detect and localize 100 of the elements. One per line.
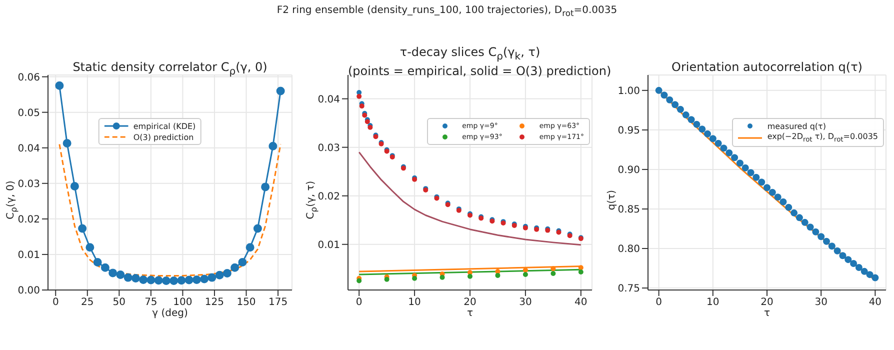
point: [682, 111, 690, 118]
point: [268, 142, 278, 150]
point: [688, 116, 695, 124]
point: [550, 271, 556, 276]
point: [839, 252, 846, 260]
point: [806, 224, 814, 231]
y-tick-label: 0.04: [318, 94, 340, 106]
point: [726, 149, 733, 156]
point: [731, 154, 738, 162]
point: [866, 271, 874, 278]
chart-title: Orientation autocorrelation q(τ): [670, 60, 864, 74]
x-tick-label: 0: [356, 297, 362, 308]
point: [78, 224, 87, 233]
x-axis-title: τ: [466, 308, 474, 319]
point: [764, 184, 770, 192]
point: [855, 264, 862, 271]
point: [785, 204, 792, 211]
point: [747, 169, 754, 176]
point: [578, 265, 584, 270]
x-tick-label: 175: [268, 297, 288, 308]
point: [672, 101, 679, 108]
y-tick-label: 0.03: [318, 142, 340, 154]
point: [655, 86, 662, 94]
point: [359, 104, 364, 109]
y-tick-label: 0.00: [18, 286, 40, 297]
point: [495, 272, 500, 278]
x-tick-label: 10: [706, 297, 720, 308]
point: [790, 209, 798, 216]
y-tick-label: 1.00: [618, 86, 640, 97]
point: [70, 182, 79, 190]
x-tick-label: 20: [464, 297, 476, 308]
y-tick-label: 0.02: [18, 214, 40, 226]
y-tick-label: 0.02: [318, 191, 340, 202]
x-tick-label: 50: [112, 297, 126, 308]
y-tick-label: 0.03: [18, 178, 40, 190]
point: [801, 218, 808, 226]
point: [693, 120, 700, 128]
y-tick-label: 0.05: [18, 108, 40, 119]
point: [850, 260, 858, 268]
point: [872, 274, 879, 282]
point: [62, 138, 72, 148]
point: [736, 160, 744, 167]
point: [676, 106, 684, 113]
point: [192, 275, 201, 284]
legend-label: O(3) prediction: [133, 132, 194, 142]
point: [177, 276, 186, 285]
point: [200, 274, 209, 284]
point: [162, 276, 170, 286]
y-tick-label: 0.75: [618, 284, 640, 295]
point: [261, 182, 270, 192]
point: [116, 270, 125, 279]
point: [752, 174, 760, 181]
x-tick-label: 40: [868, 297, 882, 308]
point: [440, 274, 445, 280]
x-tick-label: 30: [519, 297, 532, 308]
point: [698, 126, 706, 133]
y-tick-label: 0.90: [618, 165, 640, 176]
legend-label: exp(−2D$_{rot}$ τ), D$_{rot}$=0.0035: [767, 132, 878, 144]
point: [276, 86, 285, 96]
x-tick-label: 150: [236, 297, 256, 308]
x-axis-title: τ: [762, 308, 772, 319]
y-tick-label: 0.95: [618, 125, 640, 136]
x-axis-title: γ (deg): [151, 308, 189, 319]
chart-title: F2 ring ensemble (density_runs_100, 100 trajectories), D$_{rot}$=0.0035: [276, 5, 618, 18]
point: [758, 178, 766, 186]
y-tick-label: 0.85: [618, 204, 640, 216]
point: [742, 164, 749, 172]
point: [768, 188, 776, 196]
x-tick-label: 10: [408, 297, 421, 308]
point: [215, 270, 224, 280]
point: [100, 263, 110, 272]
x-tick-label: 20: [760, 297, 774, 308]
point: [356, 278, 362, 284]
point: [124, 273, 132, 282]
point: [139, 275, 148, 284]
point: [384, 276, 390, 282]
point: [834, 247, 841, 254]
point: [522, 268, 528, 273]
x-tick-label: 40: [574, 297, 588, 308]
x-tick-label: 100: [173, 297, 192, 308]
point: [812, 228, 820, 236]
line-series: [358, 151, 582, 246]
point: [823, 238, 830, 245]
y-tick-label: 0.06: [18, 72, 40, 84]
point: [246, 243, 254, 252]
legend-label: measured q(τ): [767, 122, 826, 130]
point: [230, 263, 240, 272]
chart-subtitle: τ-decay slices C$_{ρ}$(γ$_{k}$, τ) (points = empirical, solid = O(3) prediction): [348, 45, 612, 78]
legend-label: empirical (KDE): [133, 122, 196, 130]
x-tick-label: 0: [656, 297, 662, 308]
point: [704, 130, 711, 138]
point: [844, 256, 852, 264]
point: [522, 272, 528, 277]
point: [709, 135, 716, 142]
point: [253, 224, 262, 233]
point: [720, 144, 728, 152]
point: [660, 92, 668, 99]
point: [146, 276, 156, 284]
y-tick-label: 0.80: [618, 244, 640, 256]
chart-title: Static density correlator C$_{ρ}$(γ, 0): [72, 60, 268, 78]
